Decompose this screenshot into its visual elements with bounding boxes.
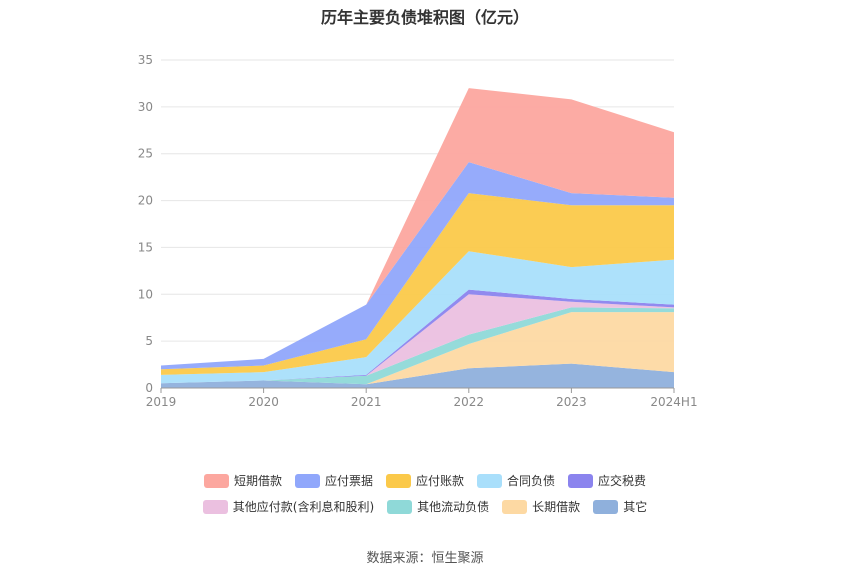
axes: 0 5 10 15 20 25 30 35 2019 2020 2021 2022 2023 2024H1 bbox=[138, 53, 698, 409]
x-tick-label: 2019 bbox=[146, 395, 177, 409]
y-tick-label: 35 bbox=[138, 53, 153, 67]
y-tick-label: 10 bbox=[138, 287, 153, 301]
series-area-5 bbox=[161, 251, 674, 384]
legend-label: 短期借款 bbox=[233, 474, 282, 488]
legend-row: 短期借款 应付票据 应付账款 合同负债 应交税费 bbox=[0, 472, 850, 489]
legend-item[interactable]: 其他流动负债 bbox=[387, 498, 489, 515]
legend-label: 应付账款 bbox=[415, 474, 464, 488]
y-tick-label: 25 bbox=[138, 147, 153, 161]
legend: 短期借款 应付票据 应付账款 合同负债 应交税费 其他应付款(含利息和股利) 其他流动负债… bbox=[0, 472, 850, 524]
series-area-0 bbox=[161, 363, 674, 388]
legend-item[interactable]: 长期借款 bbox=[502, 498, 580, 515]
legend-swatch bbox=[385, 473, 411, 488]
y-tick-label: 0 bbox=[145, 381, 153, 395]
legend-swatch bbox=[387, 499, 413, 514]
legend-item[interactable]: 其它 bbox=[593, 498, 647, 515]
legend-swatch bbox=[477, 473, 502, 488]
x-tick-label: 2020 bbox=[248, 395, 279, 409]
source-note: 数据来源：恒生聚源 bbox=[366, 551, 484, 566]
x-tick-label: 2024H1 bbox=[650, 395, 697, 409]
y-tick-label: 5 bbox=[145, 334, 153, 348]
legend-label: 其他流动负债 bbox=[417, 500, 490, 514]
y-tick-label: 20 bbox=[138, 194, 153, 208]
chart-area: 0 5 10 15 20 25 30 35 2019 2020 2021 2022 2023 2024H1 bbox=[138, 53, 698, 409]
series-area-6 bbox=[161, 193, 674, 375]
legend-swatch bbox=[593, 499, 619, 514]
legend-label: 应付票据 bbox=[324, 474, 373, 488]
x-tick-label: 2022 bbox=[454, 395, 485, 409]
legend-item[interactable]: 应付票据 bbox=[294, 472, 373, 489]
series-area-1 bbox=[161, 312, 674, 385]
series-area-7 bbox=[161, 162, 674, 370]
legend-swatch bbox=[202, 499, 228, 514]
x-tick-label: 2023 bbox=[556, 395, 587, 409]
legend-item[interactable]: 应付账款 bbox=[385, 472, 464, 489]
x-tick-label: 2021 bbox=[351, 395, 382, 409]
legend-swatch bbox=[203, 473, 229, 488]
y-tick-label: 30 bbox=[138, 100, 153, 114]
legend-item[interactable]: 应交税费 bbox=[568, 472, 646, 489]
stacked-areas bbox=[161, 88, 674, 388]
legend-label: 应交税费 bbox=[598, 474, 647, 488]
legend-item[interactable]: 其他应付款(含利息和股利) bbox=[202, 498, 375, 515]
legend-swatch bbox=[502, 499, 528, 514]
legend-item[interactable]: 短期借款 bbox=[203, 472, 282, 489]
legend-label: 合同负债 bbox=[507, 474, 556, 488]
legend-row: 其他应付款(含利息和股利) 其他流动负债 长期借款 其它 bbox=[0, 498, 850, 515]
legend-swatch bbox=[294, 473, 320, 488]
legend-label: 其它 bbox=[623, 500, 648, 514]
legend-label: 长期借款 bbox=[532, 500, 581, 514]
series-area-8 bbox=[161, 88, 674, 366]
y-tick-label: 15 bbox=[138, 240, 153, 254]
legend-item[interactable]: 合同负债 bbox=[477, 472, 555, 489]
series-area-3 bbox=[161, 294, 674, 384]
chart-title: 历年主要负债堆积图（亿元） bbox=[320, 8, 529, 27]
legend-swatch bbox=[568, 473, 594, 488]
legend-label: 其他应付款(含利息和股利) bbox=[232, 500, 375, 514]
